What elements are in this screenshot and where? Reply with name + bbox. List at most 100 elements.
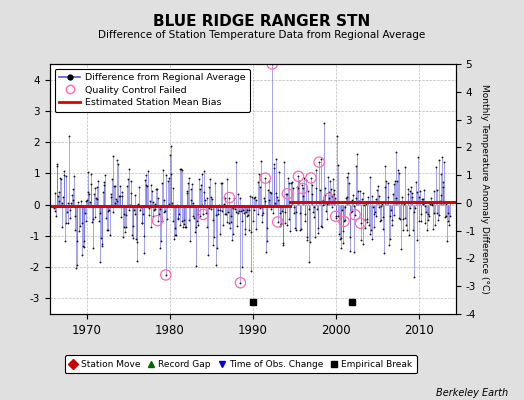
Point — [439, 184, 447, 190]
Point — [396, 216, 404, 222]
Point — [269, 210, 277, 216]
Point — [376, 218, 384, 224]
Point — [123, 183, 132, 189]
Point — [213, 244, 221, 251]
Point — [209, 242, 217, 248]
Point — [418, 196, 426, 202]
Point — [335, 230, 343, 237]
Point — [110, 183, 118, 189]
Point — [288, 179, 297, 185]
Point — [434, 157, 443, 163]
Point — [381, 163, 390, 169]
Point — [264, 187, 272, 194]
Point — [150, 207, 158, 214]
Point — [406, 205, 414, 212]
Point — [90, 191, 98, 198]
Point — [399, 216, 408, 222]
Point — [309, 209, 317, 215]
Point — [198, 202, 206, 208]
Point — [309, 214, 318, 220]
Point — [265, 178, 273, 185]
Point — [385, 236, 394, 242]
Point — [232, 159, 240, 166]
Point — [333, 133, 341, 139]
Point — [269, 160, 278, 167]
Point — [410, 209, 419, 216]
Point — [238, 218, 247, 224]
Point — [193, 218, 201, 225]
Point — [268, 61, 276, 67]
Point — [113, 198, 122, 204]
Point — [268, 61, 276, 67]
Point — [401, 215, 410, 221]
Point — [228, 237, 236, 243]
Point — [61, 220, 70, 227]
Point — [315, 159, 323, 165]
Point — [97, 235, 105, 241]
Point — [236, 280, 245, 286]
Point — [267, 190, 275, 196]
Point — [315, 159, 323, 165]
Point — [152, 186, 161, 192]
Point — [276, 210, 285, 216]
Point — [239, 206, 247, 213]
Point — [262, 249, 270, 255]
Point — [413, 189, 421, 196]
Point — [220, 211, 228, 217]
Point — [224, 220, 233, 226]
Point — [206, 176, 214, 182]
Point — [208, 196, 216, 202]
Point — [62, 173, 71, 180]
Point — [276, 222, 284, 229]
Point — [139, 210, 147, 217]
Point — [133, 258, 141, 264]
Point — [97, 240, 106, 247]
Point — [80, 238, 88, 244]
Point — [394, 166, 402, 173]
Point — [156, 245, 164, 251]
Point — [249, 195, 258, 201]
Point — [244, 212, 252, 218]
Point — [170, 236, 178, 242]
Point — [211, 212, 220, 218]
Point — [161, 272, 170, 278]
Point — [239, 210, 248, 216]
Point — [293, 185, 302, 191]
Point — [146, 224, 155, 230]
Point — [148, 188, 156, 194]
Point — [205, 184, 213, 190]
Point — [443, 237, 451, 244]
Point — [206, 194, 215, 200]
Point — [154, 218, 162, 224]
Point — [345, 180, 353, 186]
Point — [212, 262, 221, 268]
Point — [307, 175, 315, 181]
Point — [165, 175, 173, 182]
Point — [101, 172, 109, 178]
Point — [222, 211, 230, 218]
Point — [387, 217, 396, 224]
Point — [100, 181, 108, 188]
Point — [422, 209, 430, 216]
Point — [148, 213, 157, 220]
Point — [86, 180, 95, 187]
Point — [263, 225, 271, 232]
Point — [290, 204, 299, 210]
Point — [143, 182, 151, 189]
Point — [127, 178, 136, 184]
Point — [355, 198, 363, 204]
Point — [406, 188, 414, 194]
Point — [203, 224, 212, 231]
Point — [95, 218, 103, 224]
Point — [261, 175, 269, 181]
Point — [414, 154, 422, 160]
Point — [64, 200, 73, 206]
Point — [352, 195, 360, 201]
Point — [311, 234, 319, 240]
Point — [106, 194, 115, 200]
Point — [180, 217, 189, 223]
Point — [308, 182, 316, 188]
Point — [298, 185, 307, 192]
Point — [395, 170, 403, 176]
Point — [126, 190, 135, 196]
